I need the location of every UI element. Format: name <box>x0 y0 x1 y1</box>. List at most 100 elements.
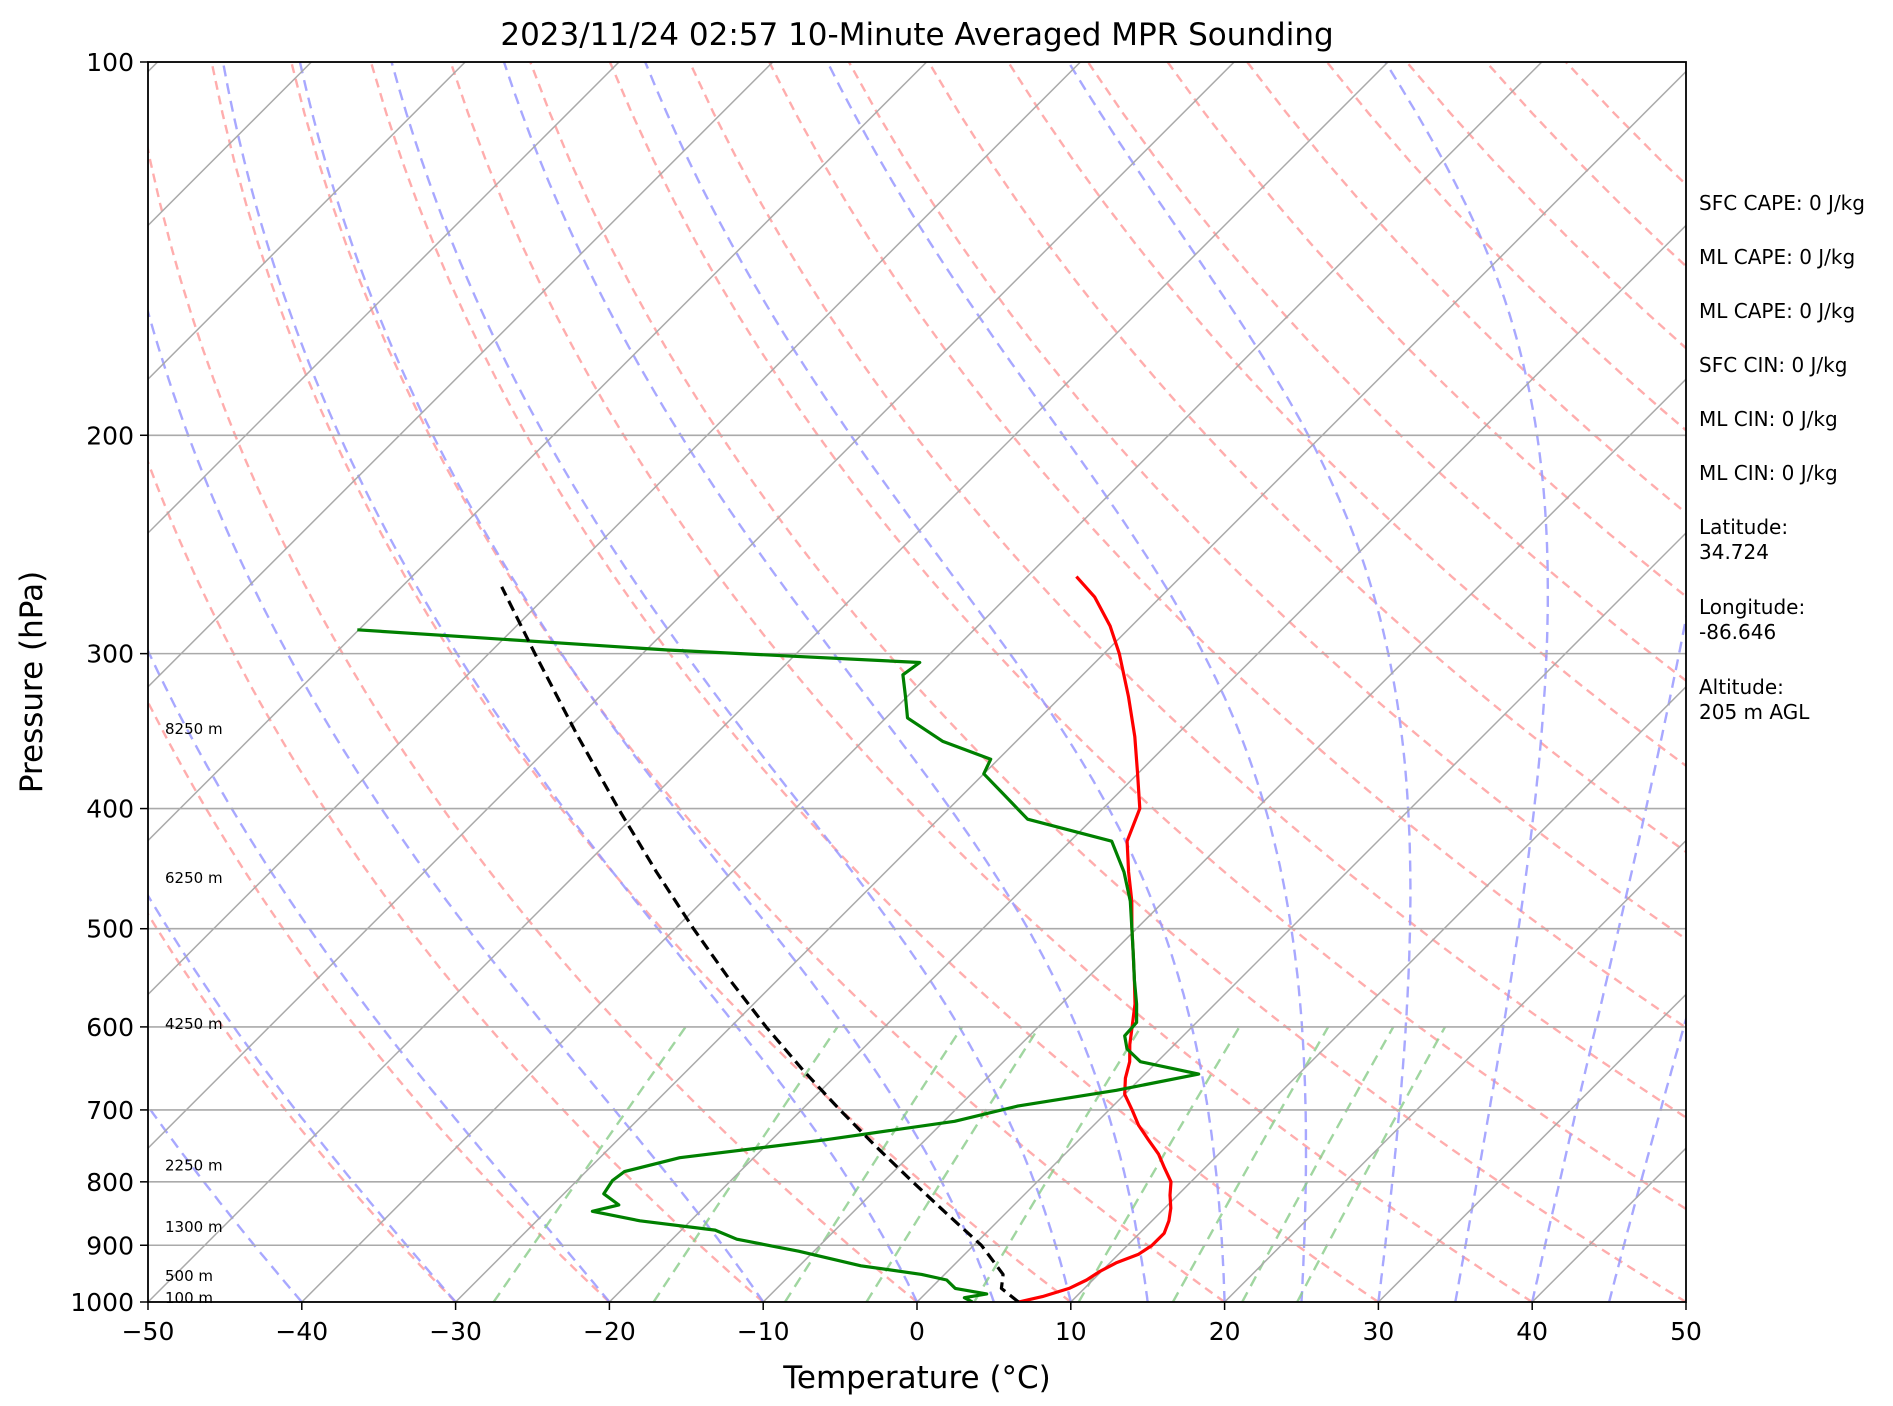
isotherm <box>608 224 1686 1302</box>
moist-adiabat <box>1607 1014 1686 1302</box>
info-line: Longitude: <box>1699 595 1805 619</box>
y-tick-label: 600 <box>86 1013 134 1042</box>
y-tick-label: 700 <box>86 1096 134 1125</box>
moist-adiabat <box>826 62 1308 1302</box>
mixing-ratio-line <box>652 1026 839 1302</box>
info-line: ML CIN: 0 J/kg <box>1699 407 1838 431</box>
moist-adiabat <box>298 62 996 1302</box>
dry-adiabat <box>148 911 457 1302</box>
isotherm <box>148 62 928 842</box>
info-line: Latitude: <box>1699 515 1788 539</box>
x-tick-label: 20 <box>1209 1317 1241 1346</box>
height-label: 1300 m <box>165 1218 223 1236</box>
y-tick-label: 100 <box>86 48 134 77</box>
dry-adiabat <box>290 62 1226 1302</box>
moist-adiabat <box>1531 612 1686 1302</box>
x-tick-label: 40 <box>1516 1317 1548 1346</box>
info-entry: ML CIN: 0 J/kg <box>1699 461 1838 485</box>
axis-ticks: −50 −40 −30 −20 −10 0 10 20 30 40 50 100 200 300 400 50… <box>70 48 1702 1346</box>
y-tick-label: 200 <box>86 421 134 450</box>
x-tick-label: −40 <box>275 1317 328 1346</box>
info-entry: ML CIN: 0 J/kg <box>1699 407 1838 431</box>
info-entry: Altitude: 205 m AGL <box>1699 675 1810 724</box>
info-line: 205 m AGL <box>1699 700 1810 724</box>
info-line: ML CAPE: 0 J/kg <box>1699 245 1855 269</box>
dry-adiabat <box>148 699 611 1302</box>
info-entry: SFC CIN: 0 J/kg <box>1699 353 1847 377</box>
dry-adiabat <box>529 62 1686 1302</box>
moist-adiabat <box>1067 62 1412 1302</box>
isotherm <box>148 62 620 535</box>
info-entry: ML CAPE: 0 J/kg <box>1699 299 1855 323</box>
y-tick-label: 300 <box>86 640 134 669</box>
moist-adiabat <box>148 647 611 1302</box>
isotherm <box>148 62 1235 1150</box>
moist-adiabat <box>148 893 457 1302</box>
info-entry: SFC CAPE: 0 J/kg <box>1699 191 1865 215</box>
mixing-ratio-line <box>865 1026 1041 1302</box>
info-line: ML CAPE: 0 J/kg <box>1699 299 1855 323</box>
mixing-ratio-line <box>1171 1026 1330 1302</box>
info-panel: SFC CAPE: 0 J/kg ML CAPE: 0 J/kg ML CAPE: … <box>1699 191 1865 724</box>
moist-adiabat <box>644 62 1226 1302</box>
info-entry: ML CAPE: 0 J/kg <box>1699 245 1855 269</box>
y-tick-label: 800 <box>86 1168 134 1197</box>
height-label: 500 m <box>165 1267 213 1285</box>
isotherm <box>1377 993 1686 1302</box>
y-tick-label: 500 <box>86 915 134 944</box>
height-labels: 8250 m 6250 m 4250 m 2250 m 1300 m 500 m 100 m <box>165 720 223 1307</box>
isotherm <box>0 62 4 1302</box>
info-line: SFC CAPE: 0 J/kg <box>1699 191 1865 215</box>
info-line: 34.724 <box>1699 540 1769 564</box>
moist-adiabat <box>148 307 765 1302</box>
x-tick-label: −50 <box>122 1317 175 1346</box>
x-tick-label: 10 <box>1055 1317 1087 1346</box>
isotherm <box>1070 685 1686 1302</box>
moist-adiabat <box>390 62 1072 1302</box>
x-tick-label: −20 <box>583 1317 636 1346</box>
info-line: ML CIN: 0 J/kg <box>1699 461 1838 485</box>
parcel-line <box>500 586 1020 1302</box>
x-tick-label: 0 <box>909 1317 925 1346</box>
isotherm <box>148 62 1081 996</box>
data-series <box>357 575 1201 1302</box>
chart-title: 2023/11/24 02:57 10-Minute Averaged MPR … <box>500 17 1333 53</box>
dry-adiabat <box>768 62 1686 1030</box>
dry-adiabat <box>449 62 1533 1302</box>
dry-adiabat <box>1166 62 1686 599</box>
dry-adiabat <box>148 458 764 1302</box>
dewpoint-line <box>357 628 1201 1302</box>
dry-adiabat <box>688 62 1686 1119</box>
mixing-ratio-line <box>1296 1026 1447 1302</box>
isotherm <box>148 62 774 688</box>
info-line: -86.646 <box>1699 620 1776 644</box>
dry-adiabat <box>1086 62 1686 683</box>
height-label: 8250 m <box>165 720 223 738</box>
info-line: SFC CIN: 0 J/kg <box>1699 353 1847 377</box>
y-axis-label: Pressure (hPa) <box>14 571 50 793</box>
height-label: 2250 m <box>165 1156 223 1174</box>
info-entry: Latitude: 34.724 <box>1699 515 1788 564</box>
plot-frame <box>147 61 1687 1303</box>
isotherm <box>762 378 1686 1302</box>
x-tick-label: −10 <box>737 1317 790 1346</box>
mixing-ratio-line <box>1077 1026 1241 1302</box>
moist-adiabat <box>1384 62 1550 1302</box>
isotherm <box>148 62 466 381</box>
mixing-ratio-line <box>783 1026 964 1302</box>
height-label: 4250 m <box>165 1015 223 1033</box>
background-lines <box>0 62 1686 1302</box>
y-tick-label: 900 <box>86 1231 134 1260</box>
y-tick-label: 1000 <box>70 1288 134 1317</box>
x-tick-label: −30 <box>429 1317 482 1346</box>
x-tick-label: 50 <box>1670 1317 1702 1346</box>
moist-adiabat <box>221 62 919 1302</box>
temperature-line <box>1018 575 1173 1302</box>
mixing-ratio-line <box>973 1026 1142 1302</box>
info-entry: Longitude: -86.646 <box>1699 595 1805 644</box>
x-tick-label: 30 <box>1362 1317 1394 1346</box>
height-label: 6250 m <box>165 869 223 887</box>
height-label: 100 m <box>165 1289 213 1307</box>
y-tick-label: 400 <box>86 795 134 824</box>
